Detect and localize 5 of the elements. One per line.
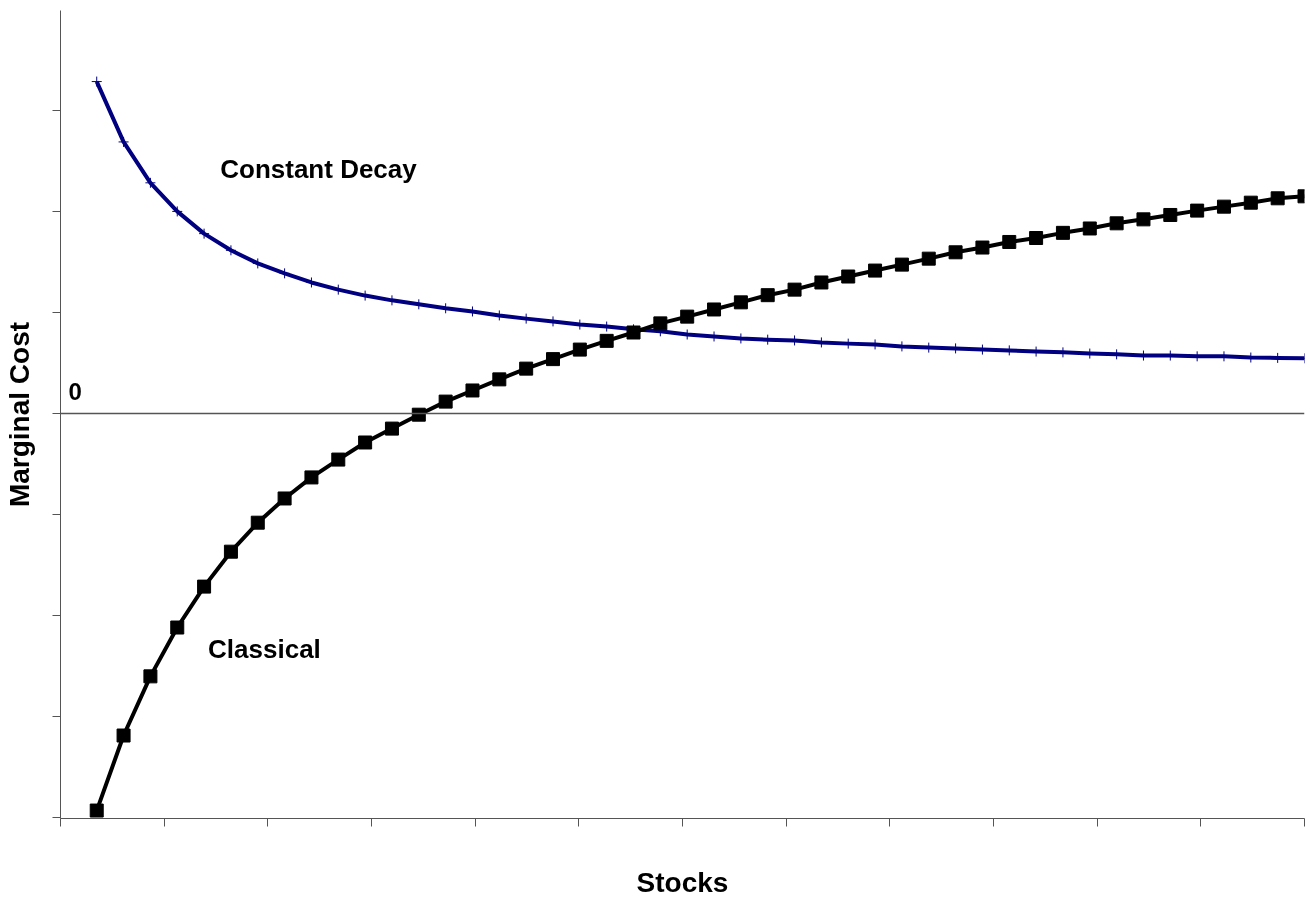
y-axis-title: Marginal Cost xyxy=(3,321,35,508)
series-label: Classical xyxy=(208,633,321,664)
x-axis-title: Stocks xyxy=(636,866,729,898)
annotation: 0 xyxy=(68,377,82,405)
series-label: Constant Decay xyxy=(220,154,418,185)
